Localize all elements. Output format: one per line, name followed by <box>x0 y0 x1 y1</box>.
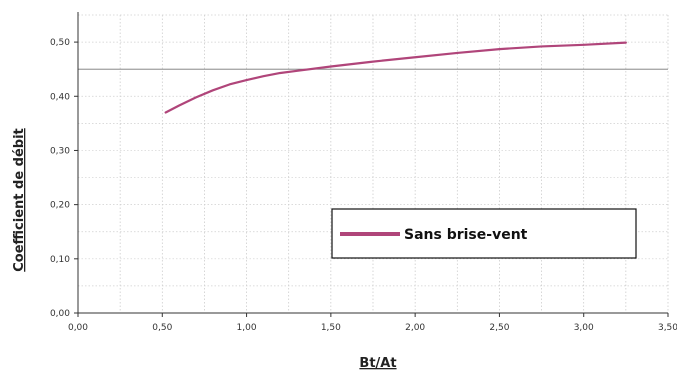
series-lines <box>164 41 627 114</box>
y-axis-label: Coefficient de débit <box>12 128 27 272</box>
x-tick-label: 2,50 <box>489 323 509 333</box>
legend: Sans brise-vent <box>331 208 637 259</box>
y-tick-label: 0,10 <box>50 255 70 265</box>
x-tick-label: 1,00 <box>237 323 257 333</box>
x-tick-label: 3,00 <box>574 323 594 333</box>
y-tick-label: 0,40 <box>50 92 70 102</box>
y-tick-label: 0,30 <box>50 146 70 156</box>
tick-labels: 0,00 0,50 1,00 1,50 2,00 2,50 3,00 3,50 0,00 0,10… <box>50 38 677 333</box>
legend-label: Sans brise-vent <box>404 227 528 243</box>
x-tick-label: 2,00 <box>405 323 425 333</box>
grid <box>78 14 669 313</box>
x-tick-label: 3,50 <box>658 323 677 333</box>
x-tick-label: 0,50 <box>152 323 172 333</box>
x-tick-label: 0,00 <box>68 323 88 333</box>
y-tick-label: 0,00 <box>50 309 70 319</box>
y-tick-label: 0,20 <box>50 201 70 211</box>
x-tick-label: 1,50 <box>321 323 341 333</box>
axes <box>74 12 669 317</box>
series-line <box>164 41 627 114</box>
x-axis-label: Bt/At <box>359 356 396 371</box>
y-tick-label: 0,50 <box>50 38 70 48</box>
